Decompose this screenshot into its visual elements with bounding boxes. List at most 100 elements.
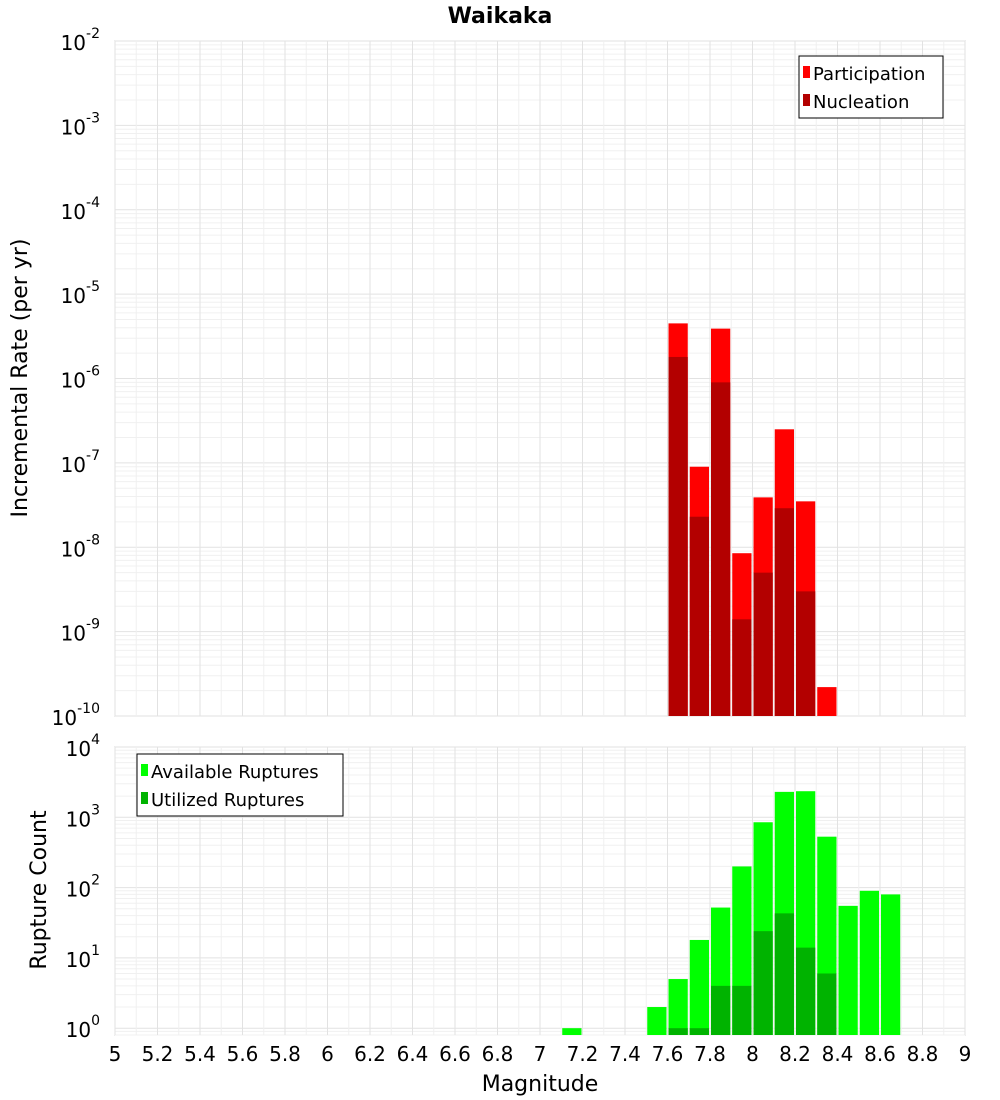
y-tick-label: 10-2 [61,26,100,55]
bar [817,973,837,1035]
bar [774,913,794,1035]
bars [668,323,837,716]
series-utilized-ruptures [668,913,837,1035]
bar [753,931,773,1035]
y-tick-exponent: -2 [86,26,100,42]
x-tick-label: 8.6 [864,1042,896,1066]
bar [689,1028,709,1035]
y-tick-exponent: 1 [91,943,100,959]
bar [732,619,752,716]
y-tick-exponent: 4 [91,732,100,748]
x-tick-label: 7 [534,1042,547,1066]
x-tick-label: 7.4 [609,1042,641,1066]
top-y-axis-title: Incremental Rate (per yr) [8,239,33,518]
bar [817,687,837,716]
y-tick-label: 10-3 [61,110,100,139]
x-tick-label: 7.8 [694,1042,726,1066]
legend: Available Ruptures Utilized Ruptures [136,753,344,817]
y-tick-exponent: -9 [86,617,100,633]
x-tick-label: 6.2 [354,1042,386,1066]
bar [689,516,709,716]
x-tick-label: 6 [321,1042,334,1066]
bar [711,985,731,1035]
y-tick-exponent: 2 [91,873,100,889]
legend-box [798,55,944,119]
y-tick-label: 101 [66,943,100,972]
bar [647,1007,667,1035]
y-tick-exponent: -7 [86,448,100,464]
bar [859,890,879,1035]
bottom-y-axis-title: Rupture Count [27,810,52,970]
y-tick-exponent: 3 [91,802,100,818]
y-tick-label: 10-4 [61,195,101,224]
y-tick-base: 10 [61,284,86,308]
x-tick-label: 5.4 [184,1042,216,1066]
y-tick-label: 10-5 [61,279,100,308]
y-tick-label: 10-7 [61,448,100,477]
bar [668,356,688,716]
legend-box [136,753,344,817]
y-tick-label: 100 [66,1013,100,1042]
bar [668,979,688,1035]
legend-label: Available Ruptures [151,762,319,783]
y-tick-exponent: -10 [77,701,100,717]
chart-title: Waikaka [448,4,553,29]
y-tick-label: 10-8 [61,532,100,561]
y-tick-base: 10 [66,1018,91,1042]
legend-swatch [803,94,810,106]
bar [753,572,773,716]
bar [689,939,709,1035]
y-tick-label: 104 [66,732,100,761]
y-tick-base: 10 [66,948,91,972]
y-tick-label: 10-10 [52,701,100,730]
grid [114,40,966,717]
y-tick-base: 10 [61,537,86,561]
y-tick-base: 10 [52,706,77,730]
y-tick-base: 10 [61,200,86,224]
legend-label: Utilized Ruptures [151,790,304,811]
y-tick-exponent: -8 [86,532,100,548]
y-tick-label: 10-9 [61,617,100,646]
x-tick-label: 5.8 [269,1042,301,1066]
legend-swatch [141,792,148,804]
bar [796,947,816,1035]
bars [562,791,901,1035]
x-tick-label: 8 [746,1042,759,1066]
legend-swatch [803,66,810,78]
bar [732,985,752,1035]
y-tick-base: 10 [66,737,91,761]
bar [668,1028,688,1035]
y-tick-label: 10-6 [61,364,101,393]
x-tick-label: 8.2 [779,1042,811,1066]
x-tick-label: 9 [959,1042,972,1066]
x-tick-label: 6.6 [439,1042,471,1066]
bar [774,508,794,716]
bar [562,1028,582,1035]
y-tick-exponent: -4 [86,195,100,211]
rate-panel: 10-210-310-410-510-610-710-810-910-10Par… [52,26,966,730]
y-tick-base: 10 [61,369,86,393]
x-tick-label: 7.6 [652,1042,684,1066]
legend-swatch [141,764,148,776]
x-tick-label: 5.6 [227,1042,259,1066]
y-tick-base: 10 [66,878,91,902]
x-tick-label: 8.8 [907,1042,939,1066]
y-tick-base: 10 [61,31,86,55]
x-tick-label: 7.2 [567,1042,599,1066]
y-tick-base: 10 [61,115,86,139]
legend-label: Nucleation [813,92,909,113]
y-tick-base: 10 [61,622,86,646]
x-tick-label: 8.4 [822,1042,854,1066]
x-tick-label: 5 [109,1042,122,1066]
y-tick-label: 102 [66,873,100,902]
y-tick-base: 10 [61,453,86,477]
y-tick-exponent: -3 [86,110,100,126]
x-tick-label: 6.4 [397,1042,429,1066]
y-tick-label: 103 [66,802,100,831]
bar [881,894,901,1035]
x-axis-title: Magnitude [482,1072,599,1097]
y-tick-exponent: 0 [91,1013,100,1029]
series-nucleation [668,356,816,716]
